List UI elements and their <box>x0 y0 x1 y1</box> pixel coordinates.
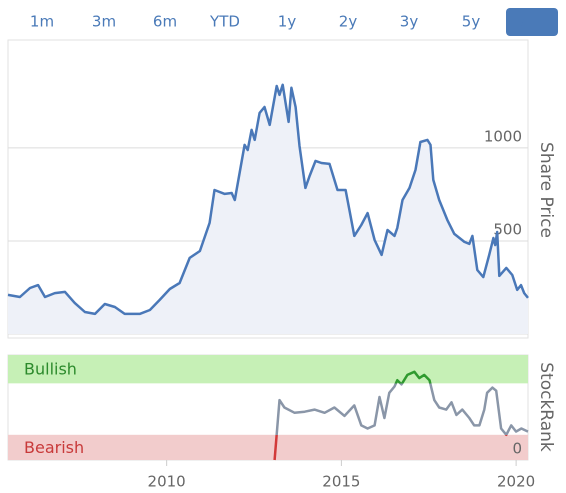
y-tick-label: 0 <box>512 440 522 458</box>
area <box>8 84 528 334</box>
x-tick-label: 2010 <box>148 473 186 491</box>
range-button[interactable]: 2y <box>339 13 358 31</box>
selected-button-bg <box>506 8 558 36</box>
x-tick-label: 2020 <box>497 473 535 491</box>
range-button[interactable]: 1m <box>30 13 54 31</box>
band <box>8 434 528 460</box>
range-button[interactable]: 1y <box>278 13 297 31</box>
band <box>8 355 528 384</box>
range-button[interactable]: All <box>521 13 543 31</box>
range-button[interactable]: 3y <box>400 13 419 31</box>
y-tick-label: 500 <box>493 220 522 238</box>
y-tick-label: 1000 <box>484 127 522 145</box>
range-button[interactable]: 6m <box>153 13 177 31</box>
range-button[interactable]: YTD <box>209 13 240 31</box>
band-label: Bearish <box>24 438 84 457</box>
y-axis-title: Share Price <box>536 142 556 238</box>
range-button[interactable]: 5y <box>462 13 481 31</box>
y-axis-title: StockRank <box>536 362 556 452</box>
band-label: Bullish <box>24 360 77 379</box>
line <box>273 370 529 461</box>
range-button[interactable]: 3m <box>92 13 116 31</box>
line <box>7 83 529 316</box>
x-tick-label: 2015 <box>322 473 360 491</box>
